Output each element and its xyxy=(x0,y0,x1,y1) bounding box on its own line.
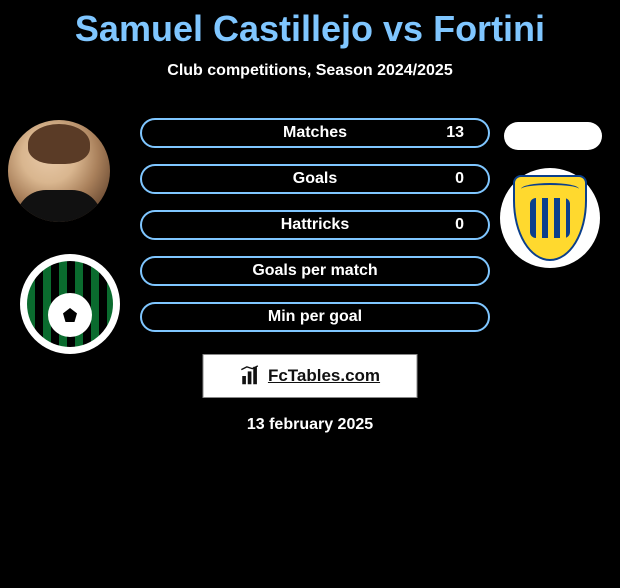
crest-stripes-icon xyxy=(530,198,570,238)
bar-chart-icon xyxy=(240,365,262,387)
left-club-badge xyxy=(20,254,120,354)
comparison-date: 13 february 2025 xyxy=(247,416,373,434)
right-player-pill xyxy=(504,122,602,150)
stat-bar-goals-per-match: Goals per match xyxy=(140,256,490,286)
stat-bar-min-per-goal: Min per goal xyxy=(140,302,490,332)
subtitle: Club competitions, Season 2024/2025 xyxy=(0,62,620,80)
stat-bars: Matches 13 Goals 0 Hattricks 0 Goals per… xyxy=(140,118,490,348)
stat-value-right: 0 xyxy=(455,216,464,234)
stat-label: Hattricks xyxy=(281,216,349,234)
stat-label: Min per goal xyxy=(268,308,362,326)
stat-bar-goals: Goals 0 xyxy=(140,164,490,194)
page-title: Samuel Castillejo vs Fortini xyxy=(0,8,620,50)
fctables-label: FcTables.com xyxy=(268,366,380,386)
comparison-panel: Matches 13 Goals 0 Hattricks 0 Goals per… xyxy=(0,110,620,450)
stat-value-right: 13 xyxy=(446,124,464,142)
fctables-attribution[interactable]: FcTables.com xyxy=(203,354,418,398)
stat-value-right: 0 xyxy=(455,170,464,188)
football-icon xyxy=(48,293,92,337)
stat-bar-hattricks: Hattricks 0 xyxy=(140,210,490,240)
stat-label: Goals xyxy=(293,170,337,188)
sassuolo-badge-icon xyxy=(27,261,113,347)
right-club-badge xyxy=(500,168,600,268)
stat-bar-matches: Matches 13 xyxy=(140,118,490,148)
left-player-avatar xyxy=(8,120,110,222)
stat-label: Matches xyxy=(283,124,347,142)
stat-label: Goals per match xyxy=(252,262,377,280)
juve-stabia-badge-icon xyxy=(513,175,587,261)
